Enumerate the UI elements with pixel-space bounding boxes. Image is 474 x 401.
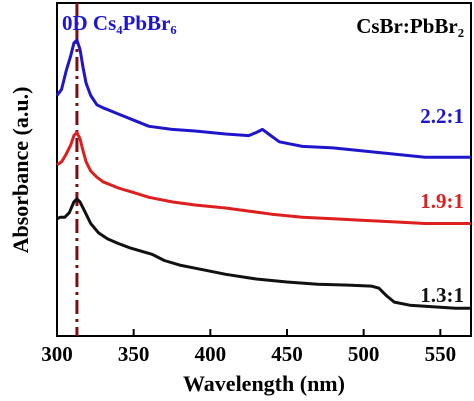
legend-title: CsBr:PbBr₂: [356, 14, 464, 38]
series-label-2-2-1: 2.2:1: [420, 104, 464, 128]
series-label-1-9-1: 1.9:1: [420, 189, 464, 213]
x-tick-label: 450: [271, 342, 303, 366]
x-tick-label: 300: [41, 342, 73, 366]
x-ticks: 300 350 400 450 500 550: [41, 329, 456, 366]
x-tick-label: 500: [348, 342, 380, 366]
marker-label: 0D Cs₄PbBr₆: [62, 11, 177, 35]
x-tick-label: 400: [195, 342, 227, 366]
series-line-2-2-1: [55, 38, 471, 159]
series-label-1-3-1: 1.3:1: [420, 283, 464, 307]
series-line-1-9-1: [56, 131, 471, 225]
series-layer: [55, 38, 471, 310]
x-axis-title: Wavelength (nm): [183, 371, 345, 396]
x-tick-label: 550: [425, 342, 457, 366]
plot-frame: [56, 2, 472, 337]
series-line-1-3-1: [56, 197, 471, 310]
y-axis-title: Absorbance (a.u.): [8, 87, 33, 254]
x-tick-label: 350: [118, 342, 150, 366]
